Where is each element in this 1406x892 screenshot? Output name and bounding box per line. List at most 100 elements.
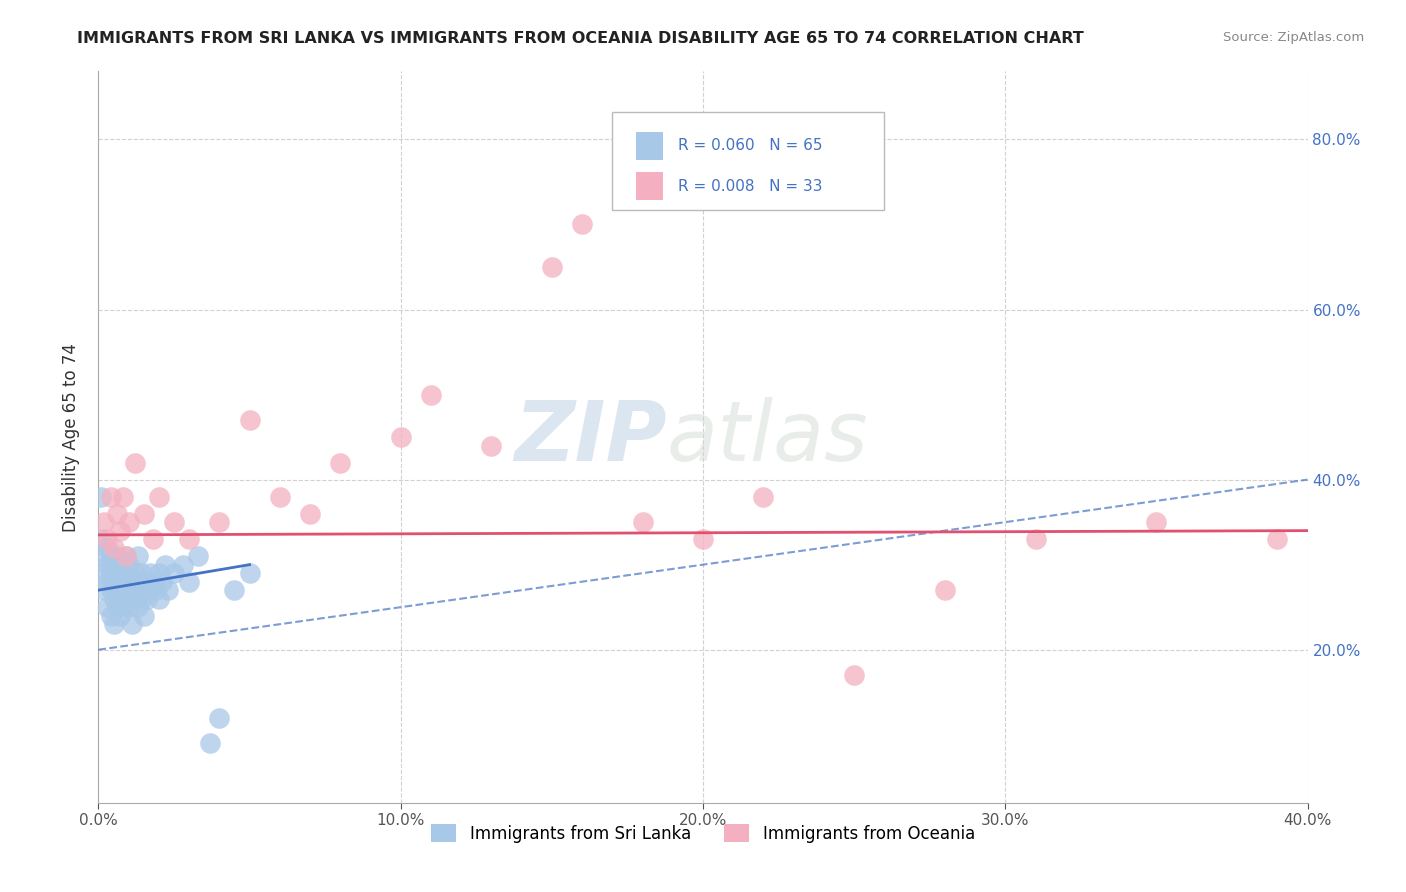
Point — [132, 608, 155, 623]
Point — [100, 566, 122, 581]
Point — [200, 736, 222, 750]
Point — [224, 583, 246, 598]
Point — [239, 413, 262, 427]
Point — [121, 591, 143, 606]
Point — [129, 566, 152, 581]
Point — [148, 566, 170, 581]
Point — [329, 456, 352, 470]
Point — [139, 583, 162, 598]
Point — [420, 387, 443, 401]
Point — [540, 260, 562, 274]
Text: R = 0.060   N = 65: R = 0.060 N = 65 — [678, 138, 823, 153]
Point — [153, 558, 176, 572]
Point — [124, 456, 146, 470]
Point — [1144, 515, 1167, 529]
Point — [631, 515, 654, 529]
Point — [111, 583, 134, 598]
Point — [132, 583, 155, 598]
Point — [96, 558, 118, 572]
Point — [239, 566, 262, 581]
Point — [103, 591, 125, 606]
Point — [179, 574, 201, 589]
Point — [132, 507, 155, 521]
Point — [103, 574, 125, 589]
Point — [145, 583, 167, 598]
Text: R = 0.008   N = 33: R = 0.008 N = 33 — [678, 178, 823, 194]
Point — [105, 566, 128, 581]
Point — [100, 608, 122, 623]
Point — [105, 600, 128, 615]
Y-axis label: Disability Age 65 to 74: Disability Age 65 to 74 — [62, 343, 80, 532]
Point — [100, 490, 122, 504]
Point — [103, 617, 125, 632]
Point — [111, 566, 134, 581]
Point — [142, 574, 165, 589]
Point — [105, 507, 128, 521]
Point — [108, 591, 131, 606]
Text: IMMIGRANTS FROM SRI LANKA VS IMMIGRANTS FROM OCEANIA DISABILITY AGE 65 TO 74 COR: IMMIGRANTS FROM SRI LANKA VS IMMIGRANTS … — [77, 31, 1084, 46]
Point — [118, 583, 141, 598]
Point — [111, 600, 134, 615]
Point — [150, 574, 173, 589]
Point — [118, 558, 141, 572]
Point — [93, 515, 115, 529]
Point — [108, 524, 131, 538]
Point — [100, 549, 122, 563]
Point — [187, 549, 209, 563]
Point — [96, 600, 118, 615]
Point — [108, 558, 131, 572]
Point — [934, 583, 956, 598]
Point — [844, 668, 866, 682]
Point — [139, 566, 162, 581]
Point — [93, 549, 115, 563]
Point — [269, 490, 291, 504]
Point — [93, 583, 115, 598]
Point — [118, 600, 141, 615]
Point — [127, 549, 149, 563]
Point — [163, 515, 186, 529]
Point — [108, 574, 131, 589]
Point — [481, 439, 503, 453]
Point — [105, 549, 128, 563]
Point — [114, 574, 136, 589]
Point — [1024, 532, 1046, 546]
Point — [1267, 532, 1289, 546]
Point — [571, 218, 593, 232]
Point — [299, 507, 322, 521]
Bar — [637, 132, 664, 160]
Point — [389, 430, 412, 444]
Point — [135, 591, 157, 606]
Text: atlas: atlas — [666, 397, 869, 477]
Point — [124, 566, 146, 581]
FancyBboxPatch shape — [613, 112, 884, 211]
Point — [96, 541, 118, 555]
Point — [156, 583, 179, 598]
Text: Source: ZipAtlas.com: Source: ZipAtlas.com — [1223, 31, 1364, 45]
Point — [129, 591, 152, 606]
Point — [90, 490, 112, 504]
Point — [163, 566, 186, 581]
Text: ZIP: ZIP — [515, 397, 666, 477]
Point — [127, 600, 149, 615]
Point — [96, 532, 118, 546]
Point — [135, 574, 157, 589]
Point — [96, 574, 118, 589]
Point — [103, 541, 125, 555]
Point — [114, 591, 136, 606]
Point — [103, 558, 125, 572]
Point — [121, 574, 143, 589]
Legend: Immigrants from Sri Lanka, Immigrants from Oceania: Immigrants from Sri Lanka, Immigrants fr… — [425, 818, 981, 849]
Point — [142, 532, 165, 546]
Point — [108, 608, 131, 623]
Point — [93, 566, 115, 581]
Point — [90, 532, 112, 546]
Point — [105, 583, 128, 598]
Point — [148, 591, 170, 606]
Point — [124, 583, 146, 598]
Point — [208, 711, 231, 725]
Point — [114, 549, 136, 563]
Point — [179, 532, 201, 546]
Point — [148, 490, 170, 504]
Point — [172, 558, 194, 572]
Point — [127, 574, 149, 589]
